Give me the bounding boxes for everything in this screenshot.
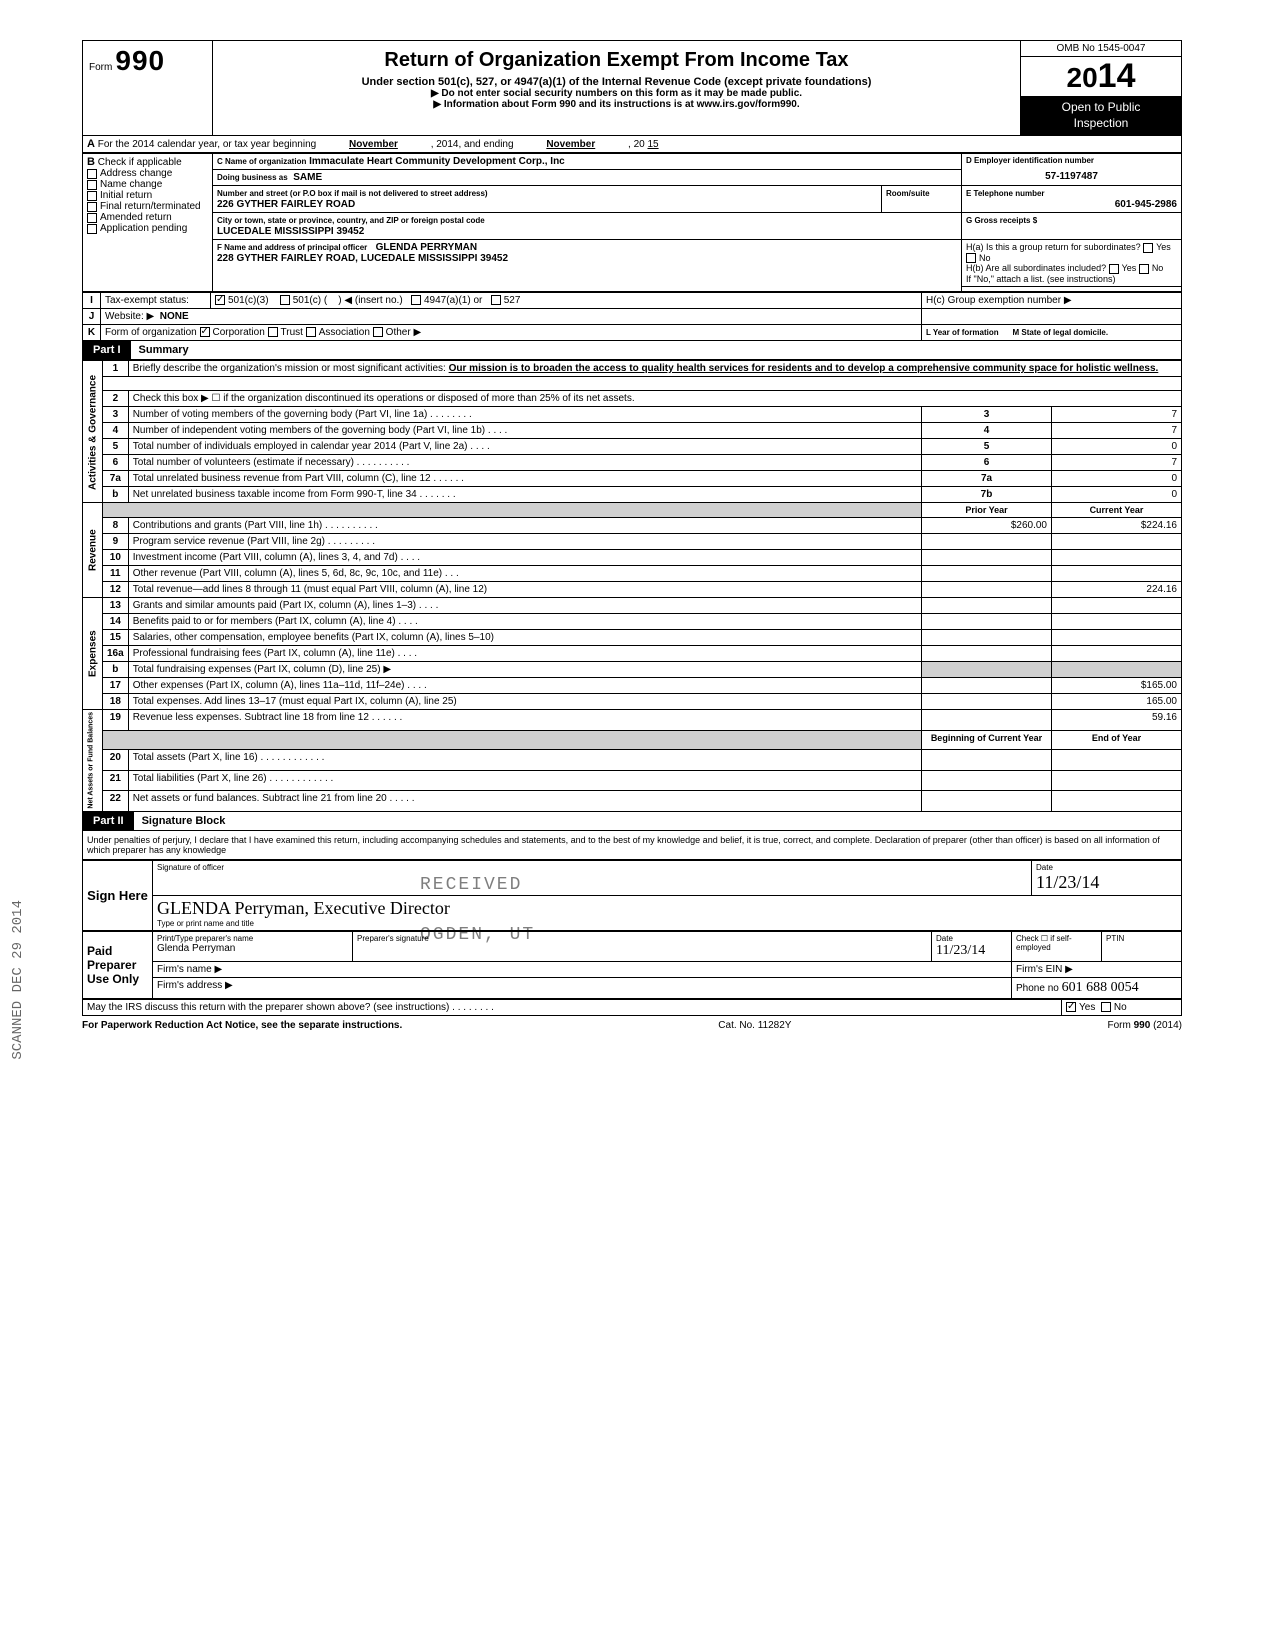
subtitle: Under section 501(c), 527, or 4947(a)(1)… [221, 76, 1012, 88]
form-990-container: Form 990 Return of Organization Exempt F… [82, 40, 1182, 1035]
sign-here: Sign Here Signature of officer Date 11/2… [82, 860, 1182, 931]
form-number-box: Form 990 [83, 41, 213, 135]
checkbox-501c3[interactable] [215, 295, 225, 305]
part1-header: Part I Summary [82, 341, 1182, 360]
discuss-row: May the IRS discuss this return with the… [82, 999, 1182, 1016]
ijk-block: I Tax-exempt status: 501(c)(3) 501(c) ( … [82, 292, 1182, 341]
checkbox-pending[interactable] [87, 224, 97, 234]
scanned-stamp: SCANNED DEC 29 2014 [10, 900, 26, 1060]
form-number: 990 [115, 45, 165, 76]
identity-block: B Check if applicable Address change Nam… [82, 153, 1182, 292]
checkbox-initial[interactable] [87, 191, 97, 201]
perjury: Under penalties of perjury, I declare th… [82, 831, 1182, 860]
checkbox-name[interactable] [87, 180, 97, 190]
form-label: Form [89, 62, 112, 73]
line-a: A For the 2014 calendar year, or tax yea… [82, 136, 1182, 153]
footer: For Paperwork Reduction Act Notice, see … [82, 1016, 1182, 1035]
year: 2014 [1021, 57, 1181, 96]
checkbox-amended[interactable] [87, 213, 97, 223]
title: Return of Organization Exempt From Incom… [221, 45, 1012, 76]
warning: ▶ Do not enter social security numbers o… [221, 88, 1012, 99]
title-box: Return of Organization Exempt From Incom… [213, 41, 1021, 135]
checkbox-final[interactable] [87, 202, 97, 212]
checkbox-addr[interactable] [87, 169, 97, 179]
header-row: Form 990 Return of Organization Exempt F… [82, 40, 1182, 136]
part2-header: Part II Signature Block [82, 812, 1182, 831]
open-public: Open to Public Inspection [1021, 96, 1181, 135]
year-box: OMB No 1545-0047 2014 Open to Public Ins… [1021, 41, 1181, 135]
omb: OMB No 1545-0047 [1021, 41, 1181, 57]
summary-table: Activities & Governance 1 Briefly descri… [82, 360, 1182, 812]
preparer-block: Paid Preparer Use Only Print/Type prepar… [82, 931, 1182, 999]
info: ▶ Information about Form 990 and its ins… [221, 99, 1012, 110]
